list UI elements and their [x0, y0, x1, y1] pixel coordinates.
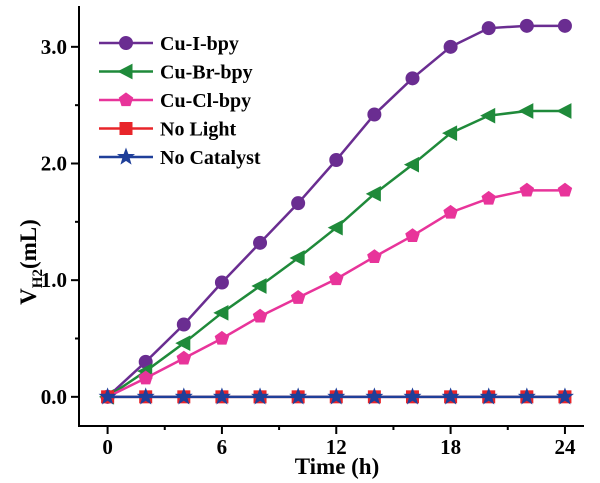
data-point — [176, 317, 191, 332]
data-point — [253, 235, 268, 250]
data-point — [214, 275, 229, 290]
data-point — [329, 153, 344, 167]
legend-entry: No Catalyst — [99, 147, 261, 169]
data-point — [367, 249, 382, 263]
axes: 0 6 12 18 24 0.0 1.0 2.0 3.0 — [41, 6, 584, 459]
data-point — [291, 196, 306, 211]
data-point — [174, 387, 193, 405]
data-point — [98, 387, 117, 405]
data-point — [289, 387, 308, 405]
x-tick-label: 12 — [326, 435, 347, 459]
legend-entry: Cu-Br-bpy — [99, 62, 253, 84]
data-point — [405, 71, 420, 86]
series-no-catalyst — [98, 387, 574, 405]
series-cu-i-bpy — [100, 18, 572, 404]
data-point — [365, 387, 384, 405]
data-point — [136, 387, 155, 405]
data-point — [403, 387, 422, 405]
data-point — [557, 18, 572, 33]
data-point — [213, 305, 229, 321]
data-point — [557, 182, 573, 197]
data-point — [441, 387, 460, 405]
y-axis-title: VH2(mL) — [16, 219, 46, 305]
data-point — [176, 350, 192, 365]
data-point — [442, 125, 458, 141]
data-point — [443, 204, 458, 219]
data-point — [212, 387, 231, 405]
data-point — [329, 271, 344, 286]
x-tick-label: 18 — [440, 435, 461, 459]
legend-marker — [117, 63, 133, 80]
data-point — [365, 186, 381, 202]
data-point — [518, 103, 534, 119]
x-tick-label: 24 — [554, 435, 576, 459]
data-point — [214, 330, 230, 345]
data-point — [517, 387, 536, 405]
legend-label: No Catalyst — [160, 147, 261, 169]
legend-marker — [119, 122, 133, 135]
data-point — [251, 387, 270, 405]
legend-marker — [118, 92, 134, 107]
data-point — [405, 228, 420, 242]
data-point — [367, 107, 382, 122]
plot-area — [98, 18, 574, 405]
data-point — [290, 290, 306, 304]
data-point — [252, 308, 268, 323]
legend-marker — [116, 147, 136, 165]
data-point — [289, 250, 305, 266]
legend-label: Cu-Br-bpy — [160, 62, 253, 84]
data-point — [480, 107, 496, 124]
data-point — [403, 156, 419, 173]
data-point — [175, 335, 191, 351]
y-tick-label: 1.0 — [41, 268, 67, 292]
data-point — [556, 103, 572, 119]
data-point — [519, 18, 534, 33]
y-axis-title-main: V — [16, 288, 41, 305]
legend-entry: Cu-Cl-bpy — [99, 90, 251, 112]
data-point — [519, 182, 535, 197]
legend: Cu-I-bpy Cu-Br-bpy Cu-Cl-bpy No Light No Cat… — [99, 33, 261, 169]
data-point — [555, 387, 574, 405]
legend-entry: Cu-I-bpy — [99, 33, 239, 55]
y-axis-title-unit: (mL) — [16, 219, 41, 269]
series-line — [107, 189, 565, 398]
legend-entry: No Light — [99, 119, 236, 141]
data-point — [327, 219, 343, 236]
x-tick-label: 6 — [217, 435, 228, 459]
data-point — [251, 278, 267, 294]
y-axis-title-subscript: H2 — [30, 269, 46, 288]
series-cu-cl-bpy — [100, 182, 573, 403]
y-tick-label: 2.0 — [41, 152, 67, 176]
y-tick-label: 3.0 — [41, 35, 67, 59]
x-axis-title: Time (h) — [295, 454, 380, 479]
legend-label: Cu-Cl-bpy — [160, 90, 251, 112]
data-point — [138, 370, 153, 385]
data-point — [327, 387, 346, 405]
legend-marker — [119, 36, 133, 50]
legend-label: No Light — [160, 119, 236, 141]
x-tick-label: 0 — [102, 435, 113, 459]
legend-label: Cu-I-bpy — [160, 33, 239, 55]
data-point — [443, 39, 458, 54]
data-point — [481, 21, 496, 36]
data-point — [479, 387, 498, 405]
data-point — [481, 190, 496, 205]
y-tick-label: 0.0 — [41, 385, 67, 409]
